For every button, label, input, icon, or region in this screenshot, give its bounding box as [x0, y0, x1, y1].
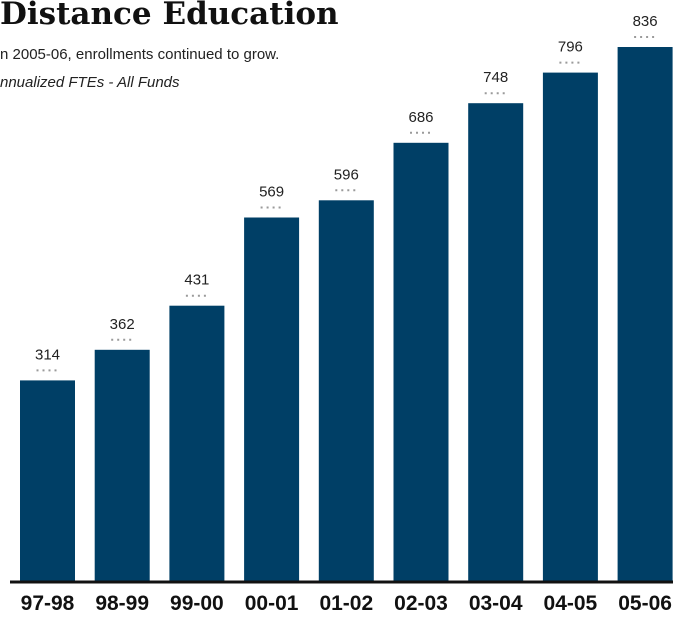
x-tick-label: 98-99: [95, 592, 149, 615]
data-label: 362: [110, 316, 135, 333]
x-tick-label: 05-06: [618, 592, 672, 615]
chart-caption: nnualized FTEs - All Funds: [0, 74, 180, 91]
x-tick-label: 04-05: [544, 592, 598, 615]
data-label: 314: [35, 346, 60, 363]
chart-subtitle: n 2005-06, enrollments continued to grow…: [0, 46, 280, 63]
data-label: 686: [408, 109, 433, 126]
x-tick-label: 99-00: [170, 592, 224, 615]
bar-01-02: [318, 200, 374, 582]
data-label: 596: [334, 166, 359, 183]
bar-99-00: [169, 305, 225, 581]
x-tick-label: 03-04: [469, 592, 523, 615]
x-tick-label: 97-98: [21, 592, 75, 615]
bar-05-06: [617, 47, 673, 581]
data-label: 748: [483, 69, 508, 86]
data-label: 836: [633, 13, 658, 30]
data-label: 431: [184, 272, 209, 289]
bar-03-04: [468, 103, 524, 581]
data-label: 796: [558, 39, 583, 56]
x-tick-label: 01-02: [319, 592, 373, 615]
x-tick-label: 02-03: [394, 592, 448, 615]
bar-97-98: [20, 380, 75, 581]
data-label: 569: [259, 184, 284, 201]
x-tick-label: 00-01: [245, 592, 299, 615]
bar-00-01: [244, 217, 300, 581]
bar-98-99: [94, 349, 150, 581]
bar-02-03: [393, 142, 449, 582]
bar-04-05: [542, 72, 598, 581]
chart-title: Distance Education: [0, 0, 339, 32]
